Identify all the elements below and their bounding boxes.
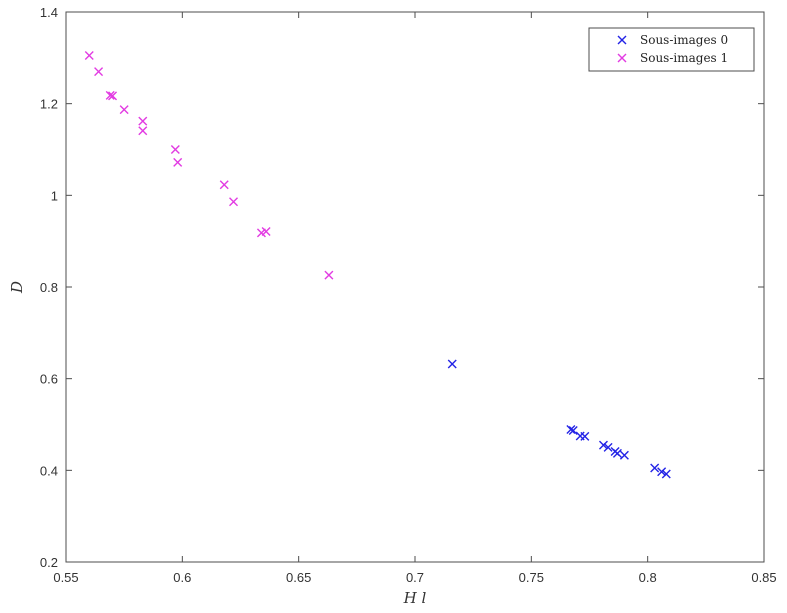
data-point-series-0 bbox=[661, 469, 671, 479]
x-tick-label: 0.85 bbox=[751, 570, 776, 585]
data-point-series-1 bbox=[119, 105, 129, 115]
x-tick-label: 0.8 bbox=[639, 570, 657, 585]
data-point-series-1 bbox=[94, 67, 104, 77]
data-point-series-0 bbox=[650, 463, 660, 473]
data-point-series-1 bbox=[219, 180, 229, 190]
legend-marker-series-1 bbox=[617, 53, 627, 63]
x-tick-label: 0.7 bbox=[406, 570, 424, 585]
y-tick-label: 1.2 bbox=[40, 97, 58, 112]
data-point-series-1 bbox=[261, 227, 271, 237]
data-point-series-1 bbox=[108, 91, 118, 101]
data-point-series-1 bbox=[229, 197, 239, 207]
data-point-series-0 bbox=[447, 359, 457, 369]
data-point-series-1 bbox=[84, 51, 94, 61]
legend-label-series-1: Sous-images 1 bbox=[640, 51, 728, 65]
data-point-series-0 bbox=[580, 431, 590, 441]
data-point-series-0 bbox=[612, 448, 622, 458]
y-axis-label: D bbox=[8, 281, 26, 294]
data-point-series-0 bbox=[657, 467, 667, 477]
data-point-series-0 bbox=[598, 440, 608, 450]
plot-area-frame bbox=[65, 11, 765, 563]
data-point-series-1 bbox=[170, 145, 180, 154]
y-axis-ticks: 0.2 0.4 0.6 0.8 1 1.2 1.4 bbox=[40, 5, 764, 570]
data-point-series-0 bbox=[603, 442, 613, 452]
data-point-series-1 bbox=[105, 90, 115, 100]
data-point-series-0 bbox=[568, 425, 578, 435]
legend-label-series-0: Sous-images 0 bbox=[640, 33, 728, 47]
x-tick-label: 0.55 bbox=[53, 570, 78, 585]
data-point-series-1 bbox=[324, 270, 334, 280]
data-point-series-1 bbox=[173, 157, 183, 167]
legend: Sous-images 0 Sous-images 1 bbox=[588, 27, 755, 72]
y-tick-label: 0.8 bbox=[40, 280, 58, 295]
x-tick-label: 0.6 bbox=[173, 570, 191, 585]
legend-entries: Sous-images 0 Sous-images 1 bbox=[617, 33, 728, 65]
y-tick-label: 0.4 bbox=[40, 463, 58, 478]
x-axis-ticks: 0.55 0.6 0.65 0.7 0.75 0.8 0.85 bbox=[53, 12, 777, 585]
y-tick-label: 1 bbox=[51, 188, 58, 203]
y-tick-label: 0.2 bbox=[40, 555, 58, 570]
x-tick-label: 0.75 bbox=[519, 570, 544, 585]
data-point-series-0 bbox=[619, 450, 629, 460]
data-point-series-1 bbox=[138, 116, 148, 126]
data-point-series-1 bbox=[138, 126, 148, 136]
x-tick-label: 0.65 bbox=[286, 570, 311, 585]
y-tick-label: 0.6 bbox=[40, 372, 58, 387]
data-point-series-0 bbox=[566, 425, 576, 435]
x-axis-label: H l bbox=[403, 589, 427, 607]
y-tick-label: 1.4 bbox=[40, 5, 58, 20]
legend-box bbox=[588, 27, 755, 72]
legend-marker-series-0 bbox=[617, 35, 627, 45]
data-markers bbox=[84, 51, 671, 479]
